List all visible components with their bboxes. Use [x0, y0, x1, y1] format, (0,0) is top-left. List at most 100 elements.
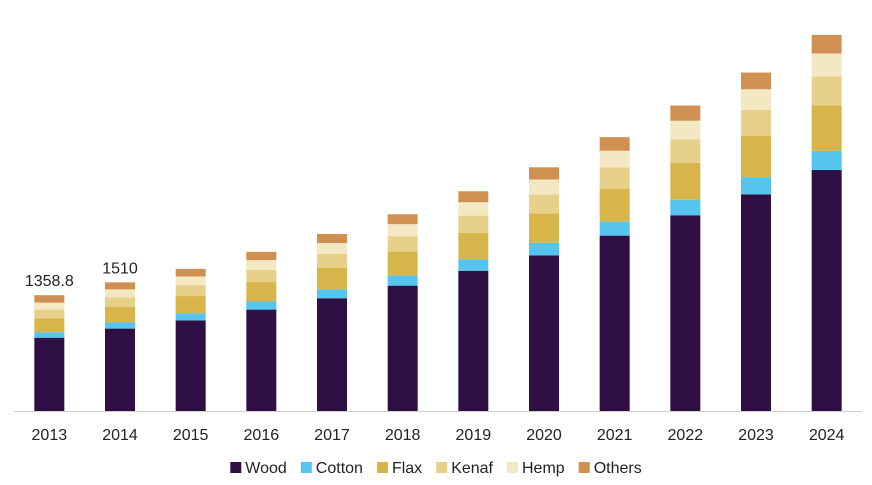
bar-cotton-2021 — [599, 221, 630, 236]
bar-cotton-2023 — [741, 177, 771, 195]
bar-hemp-2013 — [34, 302, 65, 310]
bar-flax-2017 — [317, 267, 347, 290]
bar-cotton-2013 — [34, 332, 65, 338]
legend-label-hemp: Hemp — [522, 460, 565, 477]
bar-wood-2020 — [529, 255, 559, 411]
bar-flax-2021 — [599, 188, 630, 222]
x-tick-labels: 2013 2014 2015 2016 2017 2018 2019 2020 2021 2022… — [32, 427, 845, 444]
data-labels: 1358.8 1510 — [25, 260, 138, 290]
legend-item-others: Others — [578, 460, 642, 477]
bar-others-2016 — [246, 251, 277, 261]
bar-wood-2017 — [317, 298, 347, 411]
bar-wood-2022 — [670, 215, 701, 411]
bar-others-2024 — [811, 34, 842, 54]
legend-item-hemp: Hemp — [507, 460, 565, 477]
legend-swatch-hemp — [507, 462, 518, 473]
bar-kenaf-2019 — [458, 215, 489, 233]
bar-kenaf-2016 — [246, 269, 277, 283]
bar-others-2017 — [317, 234, 347, 244]
bar-wood-2014 — [105, 328, 135, 411]
bar-cotton-2024 — [811, 150, 842, 171]
bar-wood-2024 — [811, 170, 842, 411]
bar-others-2013 — [34, 295, 65, 303]
bar-wood-2015 — [175, 320, 206, 411]
bar-flax-2020 — [529, 213, 559, 243]
bar-hemp-2020 — [529, 179, 559, 195]
bar-cotton-2018 — [387, 275, 418, 286]
x-tick-label-2013: 2013 — [32, 427, 68, 444]
legend-swatch-kenaf — [436, 462, 448, 473]
bar-others-2018 — [387, 214, 418, 225]
legend-label-wood: Wood — [245, 460, 287, 477]
x-tick-label-2021: 2021 — [597, 427, 633, 444]
bar-wood-2013 — [34, 337, 65, 411]
legend-swatch-wood — [230, 462, 242, 473]
bar-hemp-2023 — [741, 89, 771, 110]
bar-flax-2023 — [741, 136, 771, 178]
bar-others-2014 — [105, 282, 135, 290]
bar-others-2023 — [741, 72, 771, 90]
bar-hemp-2015 — [175, 276, 206, 286]
data-label-2014: 1510 — [102, 260, 138, 277]
bar-hemp-2022 — [670, 120, 701, 140]
bar-kenaf-2024 — [811, 76, 842, 106]
bar-kenaf-2015 — [175, 285, 206, 297]
bar-others-2022 — [670, 105, 701, 121]
bar-kenaf-2018 — [387, 236, 418, 252]
legend-swatch-cotton — [300, 462, 312, 473]
bar-flax-2014 — [105, 306, 135, 323]
bar-cotton-2022 — [670, 199, 701, 216]
bar-hemp-2021 — [599, 150, 630, 168]
legend-item-kenaf: Kenaf — [436, 460, 494, 477]
legend: Wood Cotton Flax Kenaf Hemp Others — [230, 460, 642, 477]
bar-hemp-2019 — [458, 202, 489, 216]
x-tick-label-2018: 2018 — [385, 427, 421, 444]
bar-kenaf-2023 — [741, 109, 771, 137]
x-tick-label-2024: 2024 — [809, 427, 845, 444]
bar-others-2015 — [175, 268, 206, 277]
bar-hemp-2018 — [387, 224, 418, 237]
bar-wood-2021 — [599, 235, 630, 411]
bar-hemp-2017 — [317, 243, 347, 254]
legend-label-kenaf: Kenaf — [451, 460, 493, 477]
bar-kenaf-2022 — [670, 139, 701, 163]
bar-cotton-2020 — [529, 242, 559, 256]
x-tick-label-2016: 2016 — [244, 427, 280, 444]
bars-layer — [34, 34, 842, 411]
legend-label-cotton: Cotton — [316, 460, 363, 477]
legend-item-flax: Flax — [376, 460, 422, 477]
legend-label-others: Others — [594, 460, 642, 477]
bar-flax-2019 — [458, 232, 489, 260]
x-tick-label-2022: 2022 — [668, 427, 704, 444]
bar-kenaf-2020 — [529, 194, 559, 214]
bar-cotton-2014 — [105, 322, 135, 329]
x-tick-label-2020: 2020 — [526, 427, 562, 444]
bar-hemp-2024 — [811, 53, 842, 77]
bar-wood-2023 — [741, 194, 771, 411]
bar-flax-2018 — [387, 251, 418, 276]
x-tick-label-2015: 2015 — [173, 427, 209, 444]
bar-hemp-2016 — [246, 260, 277, 270]
bar-cotton-2019 — [458, 259, 489, 271]
bar-others-2019 — [458, 191, 489, 203]
bar-wood-2019 — [458, 270, 489, 411]
bar-flax-2016 — [246, 282, 277, 302]
bar-flax-2024 — [811, 105, 842, 151]
bar-hemp-2014 — [105, 289, 135, 298]
bar-flax-2022 — [670, 162, 701, 200]
legend-item-cotton: Cotton — [300, 460, 363, 477]
bar-cotton-2017 — [317, 289, 347, 299]
x-tick-label-2014: 2014 — [102, 427, 138, 444]
bar-kenaf-2017 — [317, 253, 347, 268]
bar-flax-2015 — [175, 296, 206, 314]
x-tick-label-2023: 2023 — [738, 427, 774, 444]
x-tick-label-2017: 2017 — [314, 427, 350, 444]
bar-others-2020 — [529, 167, 559, 180]
legend-item-wood: Wood — [230, 460, 287, 477]
bar-wood-2016 — [246, 309, 277, 411]
bar-cotton-2016 — [246, 301, 277, 310]
bar-kenaf-2021 — [599, 167, 630, 189]
data-label-2013: 1358.8 — [25, 273, 74, 290]
